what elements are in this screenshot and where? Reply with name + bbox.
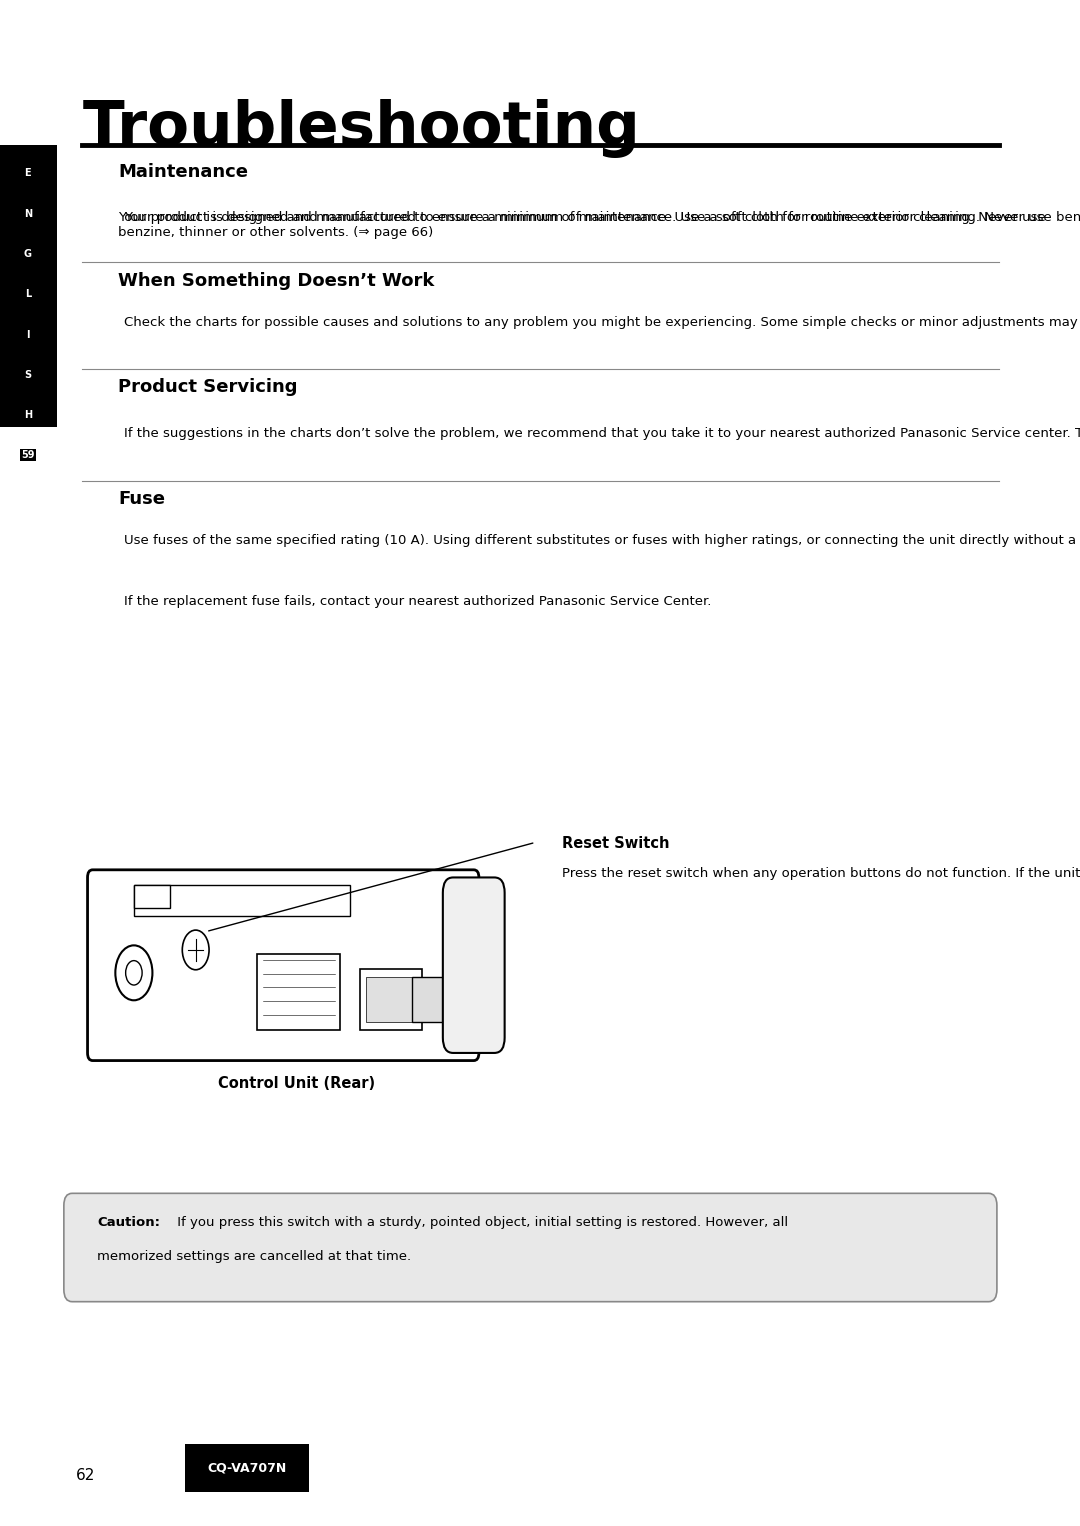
Text: Troubleshooting: Troubleshooting: [82, 99, 640, 159]
Bar: [361, 969, 422, 1030]
FancyBboxPatch shape: [87, 870, 478, 1061]
Circle shape: [183, 931, 210, 971]
Text: 59: 59: [21, 450, 35, 461]
Text: Fuse: Fuse: [119, 490, 165, 508]
Text: E: E: [25, 168, 31, 179]
Text: N: N: [24, 209, 32, 218]
Text: 62: 62: [76, 1468, 95, 1483]
Text: Check the charts for possible causes and solutions to any problem you might be e: Check the charts for possible causes and…: [124, 316, 1080, 330]
Text: Maintenance: Maintenance: [119, 163, 248, 182]
Text: If the suggestions in the charts don’t solve the problem, we recommend that you : If the suggestions in the charts don’t s…: [124, 427, 1080, 441]
Text: Your product is designed and manufactured to ensure a minimum of maintenance. Us: Your product is designed and manufacture…: [124, 211, 1080, 224]
Text: If the replacement fuse fails, contact your nearest authorized Panasonic Service: If the replacement fuse fails, contact y…: [124, 595, 712, 609]
Circle shape: [116, 946, 152, 1001]
Bar: [134, 885, 170, 908]
Text: Control Unit (Rear): Control Unit (Rear): [218, 1076, 376, 1091]
Bar: [366, 977, 417, 1022]
Text: CQ-VA707N: CQ-VA707N: [207, 1462, 287, 1474]
FancyBboxPatch shape: [443, 877, 504, 1053]
Text: L: L: [25, 290, 31, 299]
Text: memorized settings are cancelled at that time.: memorized settings are cancelled at that…: [97, 1250, 411, 1264]
Text: Use fuses of the same specified rating (10 A). Using different substitutes or fu: Use fuses of the same specified rating (…: [124, 534, 1080, 548]
Text: I: I: [26, 330, 29, 339]
Text: Caution:: Caution:: [97, 1216, 160, 1230]
FancyBboxPatch shape: [0, 145, 56, 427]
Bar: [411, 977, 443, 1022]
Text: Your product is designed and manufactured to ensure a minimum of maintenance. Us: Your product is designed and manufacture…: [119, 211, 1047, 238]
Text: Product Servicing: Product Servicing: [119, 378, 298, 397]
Text: When Something Doesn’t Work: When Something Doesn’t Work: [119, 272, 435, 290]
Text: If you press this switch with a sturdy, pointed object, initial setting is resto: If you press this switch with a sturdy, …: [173, 1216, 788, 1230]
Text: Reset Switch: Reset Switch: [562, 836, 670, 852]
Circle shape: [125, 961, 143, 986]
Text: S: S: [24, 369, 31, 380]
Text: H: H: [24, 410, 32, 420]
Bar: [134, 885, 350, 916]
Text: Press the reset switch when any operation buttons do not function. If the unit d: Press the reset switch when any operatio…: [562, 867, 1080, 881]
FancyBboxPatch shape: [64, 1193, 997, 1302]
Bar: [257, 954, 340, 1030]
Bar: [186, 1444, 309, 1492]
Text: G: G: [24, 249, 31, 259]
